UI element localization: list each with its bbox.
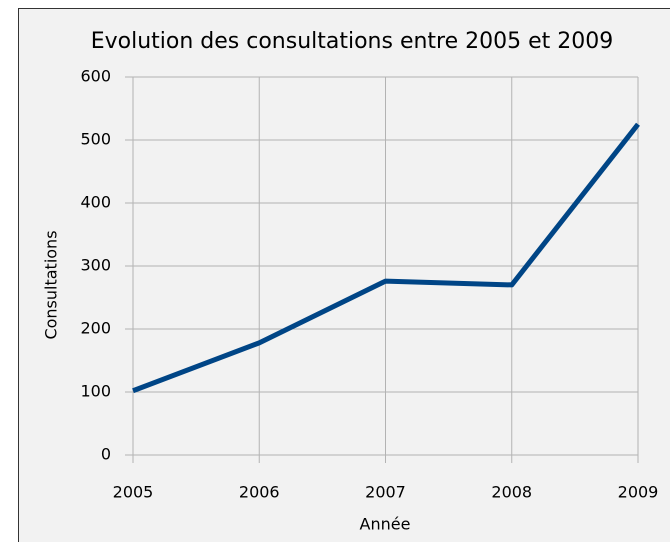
chart-frame bbox=[18, 8, 670, 542]
y-tick-label: 100 bbox=[80, 382, 111, 401]
y-tick-label: 400 bbox=[80, 193, 111, 212]
x-tick-label: 2006 bbox=[239, 483, 280, 502]
x-tick-label: 2008 bbox=[491, 483, 532, 502]
x-tick-label: 2007 bbox=[365, 483, 406, 502]
chart-title: Evolution des consultations entre 2005 e… bbox=[91, 29, 614, 54]
y-tick-label: 200 bbox=[80, 319, 111, 338]
line bbox=[132, 122, 640, 394]
y-tick-label: 300 bbox=[80, 256, 111, 275]
x-axis-label: Année bbox=[360, 515, 411, 534]
y-tick-label: 500 bbox=[80, 130, 111, 149]
y-tick-label: 0 bbox=[101, 445, 111, 464]
y-tick-label: 600 bbox=[80, 67, 111, 86]
x-tick-label: 2005 bbox=[113, 483, 154, 502]
x-tick-label: 2009 bbox=[618, 483, 659, 502]
y-axis-label: Consultations bbox=[42, 230, 61, 339]
